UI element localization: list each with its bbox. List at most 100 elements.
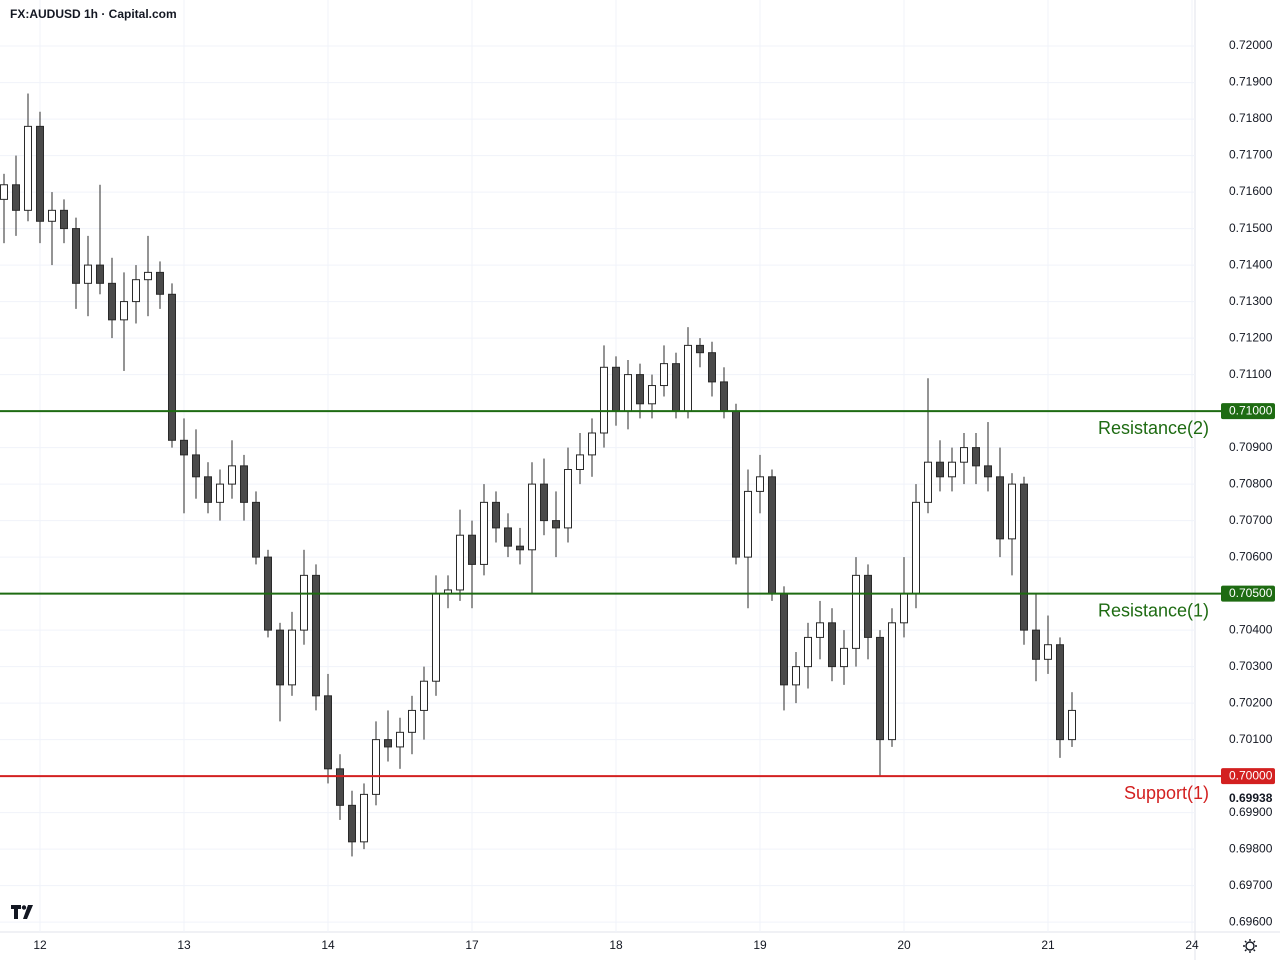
last-price-label: 0.69938 <box>1229 791 1273 805</box>
candle-body <box>983 465 992 478</box>
candle-body <box>743 490 752 558</box>
candle-body <box>503 527 512 547</box>
y-tick-label: 0.71900 <box>1229 75 1273 89</box>
candle-body <box>863 574 872 638</box>
candle-body <box>203 476 212 503</box>
candle-body <box>851 574 860 649</box>
candle-body <box>1019 483 1028 631</box>
candle-body <box>731 410 740 558</box>
candle-body <box>479 501 488 565</box>
candle-body <box>839 647 848 668</box>
candle-body <box>1031 629 1040 660</box>
candle-body <box>911 501 920 595</box>
candle-body <box>371 739 380 795</box>
candle-body <box>947 461 956 478</box>
candle-body <box>1067 709 1076 741</box>
candle-body <box>95 264 104 284</box>
candle-body <box>167 293 176 441</box>
candle-body <box>575 454 584 471</box>
candle-body <box>599 366 608 434</box>
candle-body <box>59 209 68 230</box>
y-tick-label: 0.70100 <box>1229 732 1273 746</box>
y-tick-label: 0.70200 <box>1229 695 1273 709</box>
candle-body <box>11 184 20 211</box>
candle-body <box>755 476 764 492</box>
candle-body <box>623 374 632 412</box>
candle-body <box>419 680 428 711</box>
candle-body <box>275 629 284 686</box>
y-tick-label: 0.72000 <box>1229 38 1273 52</box>
candle-body <box>791 666 800 686</box>
candle-body <box>155 271 164 295</box>
level-tag-label: 0.71000 <box>1229 403 1273 417</box>
candle-body <box>551 520 560 529</box>
candle-body <box>767 476 776 595</box>
candle-body <box>647 385 656 405</box>
x-tick-label: 19 <box>753 938 767 952</box>
x-tick-label: 20 <box>897 938 911 952</box>
candle-body <box>935 461 944 478</box>
level-tag <box>1221 768 1275 785</box>
candle-body <box>455 534 464 591</box>
y-tick-label: 0.71100 <box>1229 367 1272 381</box>
candle-body <box>143 271 152 281</box>
candle-body <box>431 593 440 682</box>
candle-body <box>1043 644 1052 660</box>
candle-body <box>707 352 716 383</box>
x-tick-label: 14 <box>321 938 335 952</box>
candle-body <box>131 279 140 303</box>
candle-body <box>695 344 704 354</box>
settings-icon[interactable] <box>1243 939 1257 953</box>
candle-body <box>179 439 188 456</box>
candle-body <box>347 804 356 843</box>
y-tick-label: 0.69600 <box>1229 914 1273 928</box>
y-tick-label: 0.71700 <box>1229 148 1273 162</box>
candle-body <box>215 483 224 503</box>
candle-body <box>407 709 416 733</box>
candle-body <box>515 545 524 551</box>
candle-body <box>395 731 404 748</box>
level-tag-label: 0.70500 <box>1229 586 1273 600</box>
y-tick-label: 0.70800 <box>1229 476 1273 490</box>
level-name: Support(1) <box>1124 783 1209 803</box>
candle-body <box>491 501 500 529</box>
candle-body <box>971 447 980 467</box>
candle-body <box>299 574 308 631</box>
y-tick-label: 0.69900 <box>1229 805 1273 819</box>
x-tick-label: 12 <box>33 938 47 952</box>
candle-body <box>995 476 1004 540</box>
candle-body <box>815 622 824 638</box>
candle-body <box>335 768 344 806</box>
candle-body <box>47 209 56 222</box>
candle-body <box>239 465 248 503</box>
candle-body <box>827 622 836 668</box>
candle-body <box>659 363 668 387</box>
candle-body <box>635 374 644 405</box>
candle-body <box>959 447 968 463</box>
candle-body <box>719 381 728 412</box>
level-name: Resistance(1) <box>1098 600 1209 620</box>
candle-body <box>563 469 572 529</box>
candle-body <box>0 184 8 200</box>
y-tick-label: 0.71600 <box>1229 184 1273 198</box>
candle-body <box>683 344 692 412</box>
candle-body <box>383 739 392 748</box>
level-tag <box>1221 585 1275 602</box>
level-name: Resistance(2) <box>1098 418 1209 438</box>
x-tick-label: 13 <box>177 938 191 952</box>
y-tick-label: 0.70300 <box>1229 659 1273 673</box>
candle-body <box>779 593 788 686</box>
candle-body <box>71 228 80 284</box>
level-tag <box>1221 403 1275 420</box>
candle-body <box>323 695 332 770</box>
candle-body <box>191 454 200 478</box>
candle-body <box>251 501 260 558</box>
y-tick-label: 0.69700 <box>1229 878 1273 892</box>
candle-body <box>1055 644 1064 741</box>
level-tag-label: 0.70000 <box>1229 768 1273 782</box>
candle-body <box>887 622 896 741</box>
tv-logo <box>11 905 33 919</box>
x-tick-label: 21 <box>1041 938 1055 952</box>
